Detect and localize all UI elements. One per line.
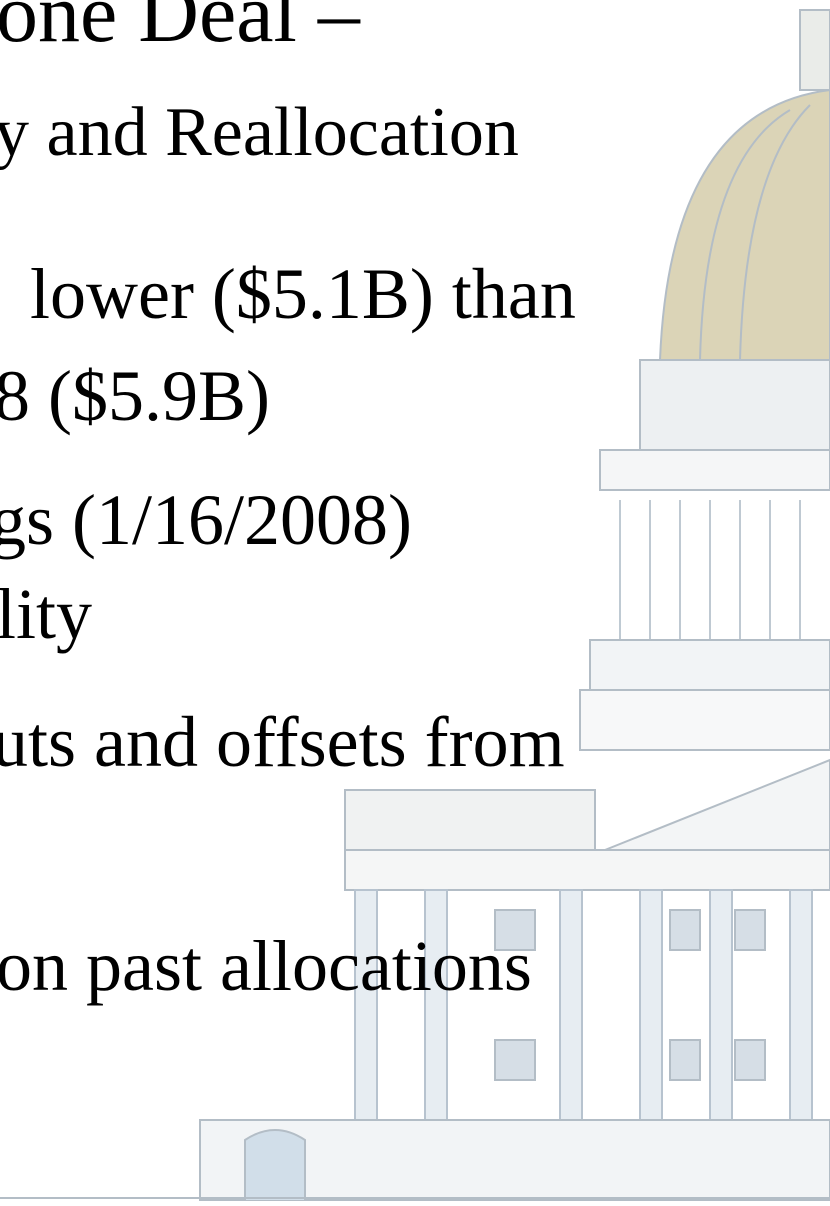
bullet-text: lower ($5.1B) than [30,254,576,334]
slide-title: one Deal – [0,0,360,60]
bullet-text: on past allocations [0,926,532,1006]
bullet-text: lity [0,574,93,654]
bullet-text: gs (1/16/2008) [0,480,412,560]
slide-subtitle: y and Reallocation [0,94,519,171]
bullet-text: 8 ($5.9B) [0,356,270,436]
bullet-text: uts and offsets from [0,702,565,782]
